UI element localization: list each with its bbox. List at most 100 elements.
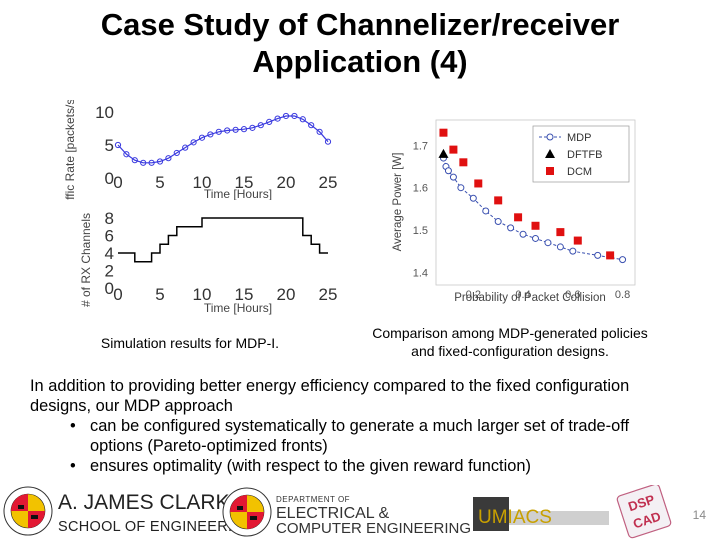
data-point [148, 159, 155, 166]
mdp-point [544, 239, 552, 247]
mdp-point [532, 234, 539, 242]
body-text: In addition to providing better energy e… [30, 376, 700, 476]
umd-seal-logo-2 [222, 487, 272, 537]
data-point [114, 141, 122, 149]
x-tick-label: 0.8 [615, 289, 630, 301]
page-number: 14 [692, 508, 706, 522]
mdp-point [507, 224, 515, 232]
x-tick-label: 0.4 [515, 289, 530, 301]
bullet-dot: • [70, 457, 76, 475]
y-tick-label: 4 [105, 244, 114, 263]
x-tick-label: 0 [113, 173, 122, 192]
y-tick-label: 5 [105, 136, 114, 155]
dcm-point [573, 236, 582, 245]
data-point [131, 157, 138, 164]
data-point [182, 144, 189, 151]
bullet-1-text-cont: options (Pareto-optimized fronts) [90, 437, 328, 455]
data-point [249, 124, 256, 131]
mdp-point [556, 243, 564, 251]
legend-label: MDP [567, 132, 591, 144]
rx-channels-xlabel: Time [Hours] [204, 301, 272, 315]
y-tick-label: 0 [105, 279, 114, 298]
bullet-dot: • [70, 417, 76, 435]
ece-dept: DEPARTMENT OF [276, 495, 350, 504]
umiacs-logo: UMIACS [473, 497, 609, 531]
ece-line-1: ELECTRICAL & [276, 505, 390, 522]
x-tick-label: 0.6 [565, 289, 580, 301]
bullet-item-1: • can be configured systematically to ge… [30, 416, 700, 436]
dcm-point [459, 158, 468, 167]
data-point [207, 131, 214, 138]
clark-name: A. JAMES CLARK [58, 491, 230, 514]
title-line-2: Application (4) [252, 44, 468, 79]
data-point [316, 128, 323, 135]
umd-seal-logo [3, 486, 53, 536]
rx-channels-ylabel: # of RX Channels [79, 213, 93, 307]
y-tick-label: 2 [105, 262, 114, 281]
data-point [308, 122, 315, 129]
data-point [140, 159, 147, 166]
chart-legend: MDP DFTFB DCM [532, 125, 630, 183]
data-point [240, 126, 248, 133]
bullet-2-text: ensures optimality (with respect to the … [90, 457, 531, 475]
dcm-point [474, 179, 483, 188]
y-tick-label: 6 [105, 227, 114, 246]
x-tick-label: 20 [277, 285, 296, 304]
data-point [266, 118, 273, 125]
bullet-item-2: • ensures optimality (with respect to th… [30, 456, 700, 476]
y-tick-label: 10 [95, 103, 114, 122]
legend-marker [546, 133, 554, 141]
legend-marker [546, 167, 554, 175]
slide-title: Case Study of Channelizer/receiver Appli… [40, 6, 680, 80]
legend-marker [545, 149, 555, 158]
dcm-point [531, 221, 540, 230]
data-point [282, 112, 290, 120]
data-point [257, 122, 264, 129]
data-point [274, 115, 281, 122]
bullet-1-text: can be configured systematically to gene… [90, 417, 630, 435]
rx-channels-series [118, 217, 328, 263]
bullet-item-1-continued: options (Pareto-optimized fronts) [30, 436, 700, 456]
data-point [165, 155, 172, 162]
mdp-point [444, 167, 452, 175]
data-point [173, 149, 180, 157]
data-point [299, 116, 306, 123]
mdp-point [469, 194, 477, 202]
title-line-1: Case Study of Channelizer/receiver [100, 7, 620, 42]
data-point [232, 126, 239, 133]
x-tick-label: 15 [235, 173, 254, 192]
dftfb-point [438, 148, 449, 158]
x-tick-label: 20 [277, 173, 296, 192]
mdp-point [519, 230, 527, 238]
legend-label: DFTFB [567, 149, 602, 161]
mdp-point [449, 173, 457, 181]
dspcad-logo: DSP CAD [616, 485, 672, 539]
collision-xlabel: Probability of Packet Collision [454, 292, 606, 304]
mdp-point [482, 207, 490, 215]
mdp-point [494, 218, 502, 226]
data-point [291, 112, 298, 120]
data-point [190, 139, 197, 146]
y-tick-label: 8 [105, 209, 114, 228]
ece-line-2: COMPUTER ENGINEERING [276, 520, 471, 537]
data-point [123, 151, 130, 158]
power-collision-chart: Average Power [W] 1.4 1.5 1.6 1.7 0.2 0.4 0.6… [392, 119, 636, 304]
footer-logos: A. JAMES CLARK SCHOOL OF ENGINEERING DEP… [3, 485, 672, 539]
x-tick-label: 5 [155, 285, 164, 304]
clark-school: SCHOOL OF ENGINEERING [58, 519, 255, 535]
body-line-2: designs, our MDP approach [30, 397, 233, 415]
dcm-point [514, 213, 523, 222]
x-tick-label: 15 [235, 285, 254, 304]
x-tick-label: 25 [319, 285, 338, 304]
caption-left: Simulation results for MDP-I. [100, 335, 280, 351]
x-tick-label: 5 [155, 173, 164, 192]
traffic-rate-chart: Traffic Rate [packets/sec] 0 5 10 0 5 10 15 20… [63, 100, 337, 200]
y-tick-label: 1.6 [413, 183, 428, 195]
mdp-point [594, 251, 602, 259]
x-tick-label: 0.2 [466, 289, 481, 301]
dcm-point [494, 196, 503, 205]
mdp-point [619, 256, 627, 264]
dcm-point [449, 145, 458, 154]
dcm-point [439, 128, 448, 137]
y-tick-label: 1.7 [413, 140, 428, 152]
